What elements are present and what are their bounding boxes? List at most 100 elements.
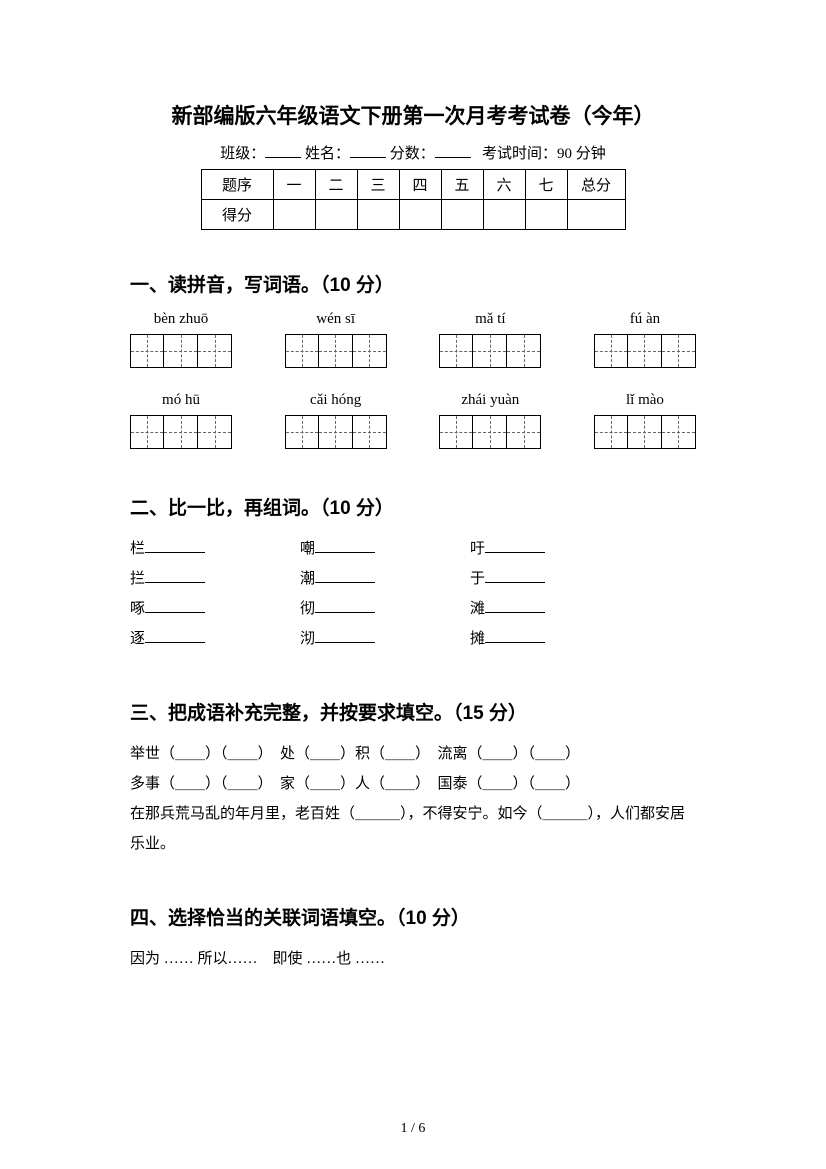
fill-line[interactable]: 举世（＿＿）（＿＿） 处（＿＿）积（＿＿） 流离（＿＿）（＿＿） — [130, 739, 696, 769]
char-cell[interactable] — [164, 415, 198, 449]
answer-blank[interactable] — [315, 538, 375, 553]
answer-blank[interactable] — [145, 538, 205, 553]
char-cell[interactable] — [594, 334, 628, 368]
score-cell[interactable] — [399, 200, 441, 230]
char-cell[interactable] — [507, 415, 541, 449]
char-cell[interactable] — [130, 334, 164, 368]
char-cell[interactable] — [130, 415, 164, 449]
word-compare-item[interactable]: 滩 — [470, 594, 640, 624]
word-compare-row: 逐沏摊 — [130, 624, 696, 654]
col-header: 三 — [357, 170, 399, 200]
word-compare-item[interactable]: 栏 — [130, 534, 300, 564]
char-cell[interactable] — [285, 334, 319, 368]
row-label: 题序 — [201, 170, 273, 200]
answer-blank[interactable] — [315, 628, 375, 643]
char-cell[interactable] — [662, 415, 696, 449]
body-text: 因为 …… 所以…… 即使 ……也 …… — [130, 944, 696, 974]
answer-blank[interactable] — [485, 598, 545, 613]
answer-blank[interactable] — [145, 598, 205, 613]
char-cell[interactable] — [473, 415, 507, 449]
char-label: 于 — [470, 571, 485, 587]
word-compare-item[interactable]: 拦 — [130, 564, 300, 594]
score-cell[interactable] — [483, 200, 525, 230]
score-cell[interactable] — [441, 200, 483, 230]
pinyin-label: lǐ mào — [594, 392, 696, 409]
word-compare-item[interactable]: 沏 — [300, 624, 470, 654]
section-heading: 二、比一比，再组词。（10 分） — [130, 493, 696, 520]
pinyin-item: cǎi hóng — [285, 392, 387, 449]
word-compare-row: 啄彻 滩 — [130, 594, 696, 624]
char-label: 嘲 — [300, 541, 315, 557]
char-box[interactable] — [439, 334, 541, 368]
char-cell[interactable] — [507, 334, 541, 368]
answer-blank[interactable] — [485, 568, 545, 583]
word-compare-item[interactable]: 嘲 — [300, 534, 470, 564]
word-compare-item[interactable]: 潮 — [300, 564, 470, 594]
char-label: 栏 — [130, 541, 145, 557]
time-label: 考试时间：90 分钟 — [482, 146, 606, 162]
answer-blank[interactable] — [145, 568, 205, 583]
char-box[interactable] — [439, 415, 541, 449]
answer-blank[interactable] — [315, 568, 375, 583]
pinyin-label: fú àn — [594, 311, 696, 328]
word-compare-item[interactable]: 吁 — [470, 534, 640, 564]
pinyin-item: wén sī — [285, 311, 387, 368]
char-cell[interactable] — [473, 334, 507, 368]
section-2: 二、比一比，再组词。（10 分） 栏嘲吁拦潮于啄彻滩逐沏摊 — [130, 493, 696, 654]
char-label: 拦 — [130, 571, 145, 587]
char-cell[interactable] — [198, 415, 232, 449]
char-cell[interactable] — [662, 334, 696, 368]
score-blank[interactable] — [435, 143, 471, 158]
option-line: 因为 …… 所以…… 即使 ……也 …… — [130, 944, 696, 974]
char-cell[interactable] — [628, 334, 662, 368]
score-table-header-row: 题序 一 二 三 四 五 六 七 总分 — [201, 170, 625, 200]
body-text: 举世（＿＿）（＿＿） 处（＿＿）积（＿＿） 流离（＿＿）（＿＿） 多事（＿＿）（… — [130, 739, 696, 859]
pinyin-item: lǐ mào — [594, 392, 696, 449]
char-cell[interactable] — [439, 415, 473, 449]
col-header: 七 — [525, 170, 567, 200]
char-box[interactable] — [130, 415, 232, 449]
meta-line: 班级： 姓名： 分数： 考试时间：90 分钟 — [130, 142, 696, 163]
char-label: 摊 — [470, 631, 485, 647]
total-cell[interactable] — [567, 200, 625, 230]
score-cell[interactable] — [357, 200, 399, 230]
page-footer: 1 / 6 — [0, 1121, 826, 1137]
class-blank[interactable] — [265, 143, 301, 158]
answer-blank[interactable] — [145, 628, 205, 643]
score-cell[interactable] — [315, 200, 357, 230]
char-box[interactable] — [594, 415, 696, 449]
pinyin-item: bèn zhuō — [130, 311, 232, 368]
word-compare-item[interactable]: 摊 — [470, 624, 640, 654]
word-compare-item[interactable]: 彻 — [300, 594, 470, 624]
fill-line[interactable]: 在那兵荒马乱的年月里，老百姓（＿＿＿），不得安宁。如今（＿＿＿），人们都安居乐业… — [130, 799, 696, 859]
char-box[interactable] — [130, 334, 232, 368]
answer-blank[interactable] — [485, 538, 545, 553]
page-title: 新部编版六年级语文下册第一次月考考试卷（今年） — [130, 100, 696, 130]
char-box[interactable] — [594, 334, 696, 368]
char-box[interactable] — [285, 334, 387, 368]
char-cell[interactable] — [164, 334, 198, 368]
char-cell[interactable] — [439, 334, 473, 368]
char-cell[interactable] — [594, 415, 628, 449]
char-cell[interactable] — [319, 334, 353, 368]
char-label: 彻 — [300, 601, 315, 617]
char-cell[interactable] — [285, 415, 319, 449]
char-cell[interactable] — [628, 415, 662, 449]
char-cell[interactable] — [353, 334, 387, 368]
word-compare-item[interactable]: 于 — [470, 564, 640, 594]
answer-blank[interactable] — [485, 628, 545, 643]
section-4: 四、选择恰当的关联词语填空。（10 分） 因为 …… 所以…… 即使 ……也 …… — [130, 903, 696, 974]
char-cell[interactable] — [198, 334, 232, 368]
word-compare-item[interactable]: 啄 — [130, 594, 300, 624]
pinyin-label: zhái yuàn — [439, 392, 541, 409]
name-blank[interactable] — [350, 143, 386, 158]
char-cell[interactable] — [319, 415, 353, 449]
char-cell[interactable] — [353, 415, 387, 449]
answer-blank[interactable] — [315, 598, 375, 613]
fill-line[interactable]: 多事（＿＿）（＿＿） 家（＿＿）人（＿＿） 国泰（＿＿）（＿＿） — [130, 769, 696, 799]
word-compare-item[interactable]: 逐 — [130, 624, 300, 654]
score-cell[interactable] — [273, 200, 315, 230]
char-box[interactable] — [285, 415, 387, 449]
score-cell[interactable] — [525, 200, 567, 230]
class-label: 班级： — [220, 146, 265, 162]
